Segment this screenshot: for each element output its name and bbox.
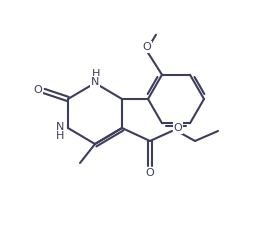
- Text: O: O: [34, 85, 42, 95]
- Text: O: O: [174, 123, 182, 133]
- Text: H: H: [92, 69, 100, 79]
- Text: O: O: [146, 168, 154, 178]
- Text: N: N: [56, 122, 64, 132]
- Text: H: H: [56, 131, 64, 141]
- Text: N: N: [91, 77, 99, 87]
- Text: O: O: [143, 42, 151, 52]
